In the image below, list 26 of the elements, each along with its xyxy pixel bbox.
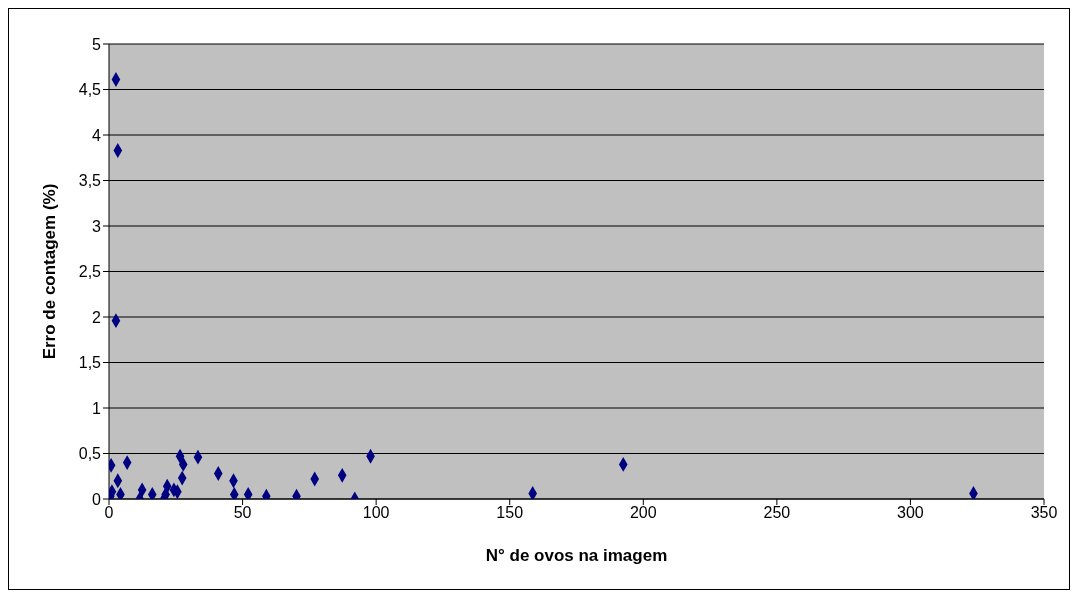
x-tick-label: 100 xyxy=(362,504,390,522)
y-tick-label: 0,5 xyxy=(78,445,102,463)
y-tick-label: 0 xyxy=(92,490,102,508)
point xyxy=(116,487,125,499)
point xyxy=(147,487,157,499)
y-tick-label: 1 xyxy=(92,399,102,417)
point xyxy=(161,487,170,499)
y-tick-label: 1,5 xyxy=(78,354,102,372)
x-tick-label: 250 xyxy=(763,504,791,522)
x-tick-label: 0 xyxy=(104,504,114,522)
y-tick-label: 4,5 xyxy=(78,81,102,99)
x-tick-label: 200 xyxy=(629,504,657,522)
x-tick-label: 50 xyxy=(233,504,252,522)
x-axis-title: N° de ovos na imagem xyxy=(485,546,668,565)
x-tick-label: 350 xyxy=(1030,504,1058,522)
y-tick-label: 4 xyxy=(92,126,102,144)
x-tick-label: 300 xyxy=(897,504,924,522)
y-tick-label: 2,5 xyxy=(78,263,102,281)
point xyxy=(229,487,239,499)
y-tick-label: 5 xyxy=(92,35,102,53)
y-tick-label: 3 xyxy=(92,217,102,235)
y-tick-label: 3,5 xyxy=(78,172,102,190)
y-axis-title: Erro de contagem (%) xyxy=(40,183,60,360)
y-tick-label: 2 xyxy=(92,308,102,326)
x-tick-label: 150 xyxy=(496,504,524,522)
point xyxy=(243,487,253,499)
